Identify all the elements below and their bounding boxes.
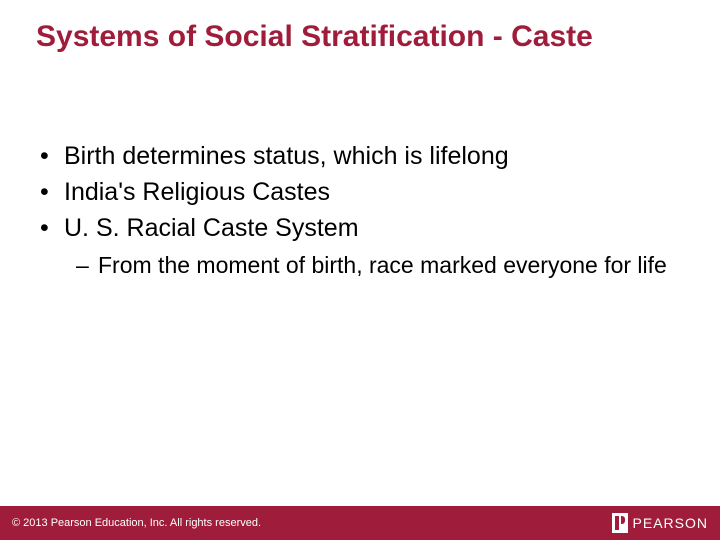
- pearson-logo-text: PEARSON: [633, 515, 708, 531]
- pearson-logo-icon: [612, 513, 628, 533]
- slide: Systems of Social Stratification - Caste…: [0, 0, 720, 540]
- slide-content: Birth determines status, which is lifelo…: [36, 140, 684, 281]
- bullet-item: Birth determines status, which is lifelo…: [36, 140, 684, 174]
- bullet-sub-item: From the moment of birth, race marked ev…: [36, 251, 684, 281]
- slide-title: Systems of Social Stratification - Caste: [36, 18, 684, 56]
- pearson-logo: PEARSON: [612, 513, 708, 533]
- bullet-item: U. S. Racial Caste System: [36, 212, 684, 246]
- copyright-text: © 2013 Pearson Education, Inc. All right…: [12, 517, 261, 529]
- footer-bar: © 2013 Pearson Education, Inc. All right…: [0, 506, 720, 540]
- bullet-item: India's Religious Castes: [36, 176, 684, 210]
